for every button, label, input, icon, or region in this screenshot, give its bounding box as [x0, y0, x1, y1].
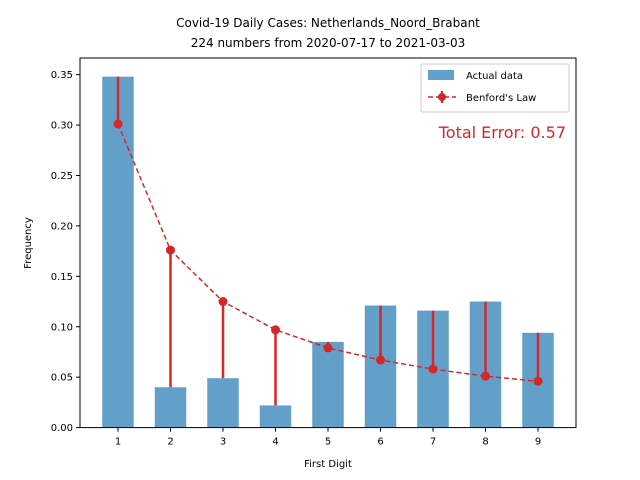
bar-digit-1 — [102, 76, 134, 428]
x-tick-label: 7 — [430, 437, 436, 448]
chart-title-line-1: Covid-19 Daily Cases: Netherlands_Noord_… — [176, 16, 480, 30]
legend: Actual data Benford's Law — [420, 63, 570, 113]
y-tick-label: 0.20 — [51, 221, 73, 232]
total-error-annotation: Total Error: 0.57 — [438, 123, 566, 142]
plot-area — [102, 76, 554, 428]
legend-marker-swatch — [438, 93, 446, 101]
legend-box — [420, 63, 570, 113]
bar-digit-5 — [312, 341, 344, 428]
x-tick-label: 9 — [535, 437, 541, 448]
x-tick-label: 8 — [482, 437, 488, 448]
bar-digit-3 — [207, 378, 239, 428]
benford-line — [117, 123, 539, 382]
benford-marker-digit-9 — [533, 376, 543, 386]
legend-label-actual: Actual data — [466, 71, 523, 82]
bar-digit-2 — [154, 387, 187, 428]
benford-marker-digit-6 — [376, 355, 385, 365]
y-axis-label: Frequency — [23, 217, 34, 269]
benford-marker-digit-3 — [218, 297, 228, 307]
x-axis: 1 2 3 4 5 6 7 8 9 — [115, 427, 541, 448]
x-tick-label: 5 — [325, 437, 331, 448]
benford-marker-digit-8 — [481, 371, 490, 381]
y-tick-label: 0.25 — [51, 171, 73, 182]
benford-marker-digit-5 — [323, 343, 333, 353]
legend-bar-swatch — [428, 70, 454, 80]
bar-digit-4 — [259, 405, 292, 428]
chart-title-line-2: 224 numbers from 2020-07-17 to 2021-03-0… — [191, 36, 466, 50]
y-axis: 0.00 0.05 0.10 0.15 0.20 0.25 0.30 0.35 — [51, 70, 80, 434]
y-tick-label: 0.05 — [51, 373, 73, 384]
y-tick-label: 0.15 — [51, 272, 73, 283]
x-axis-label: First Digit — [304, 459, 352, 470]
y-tick-label: 0.10 — [51, 322, 73, 333]
benford-marker-digit-7 — [428, 364, 438, 374]
x-tick-label: 3 — [220, 437, 226, 448]
benford-marker-digit-1 — [113, 119, 123, 129]
legend-label-benford: Benford's Law — [466, 93, 536, 104]
benford-marker-digit-4 — [271, 325, 280, 335]
benford-marker-digit-2 — [166, 245, 175, 255]
x-tick-label: 1 — [115, 437, 121, 448]
y-tick-label: 0.30 — [51, 121, 73, 132]
y-tick-label: 0.00 — [51, 423, 73, 434]
x-tick-label: 6 — [377, 437, 383, 448]
x-tick-label: 4 — [272, 437, 278, 448]
y-tick-label: 0.35 — [51, 70, 73, 81]
x-tick-label: 2 — [167, 437, 173, 448]
